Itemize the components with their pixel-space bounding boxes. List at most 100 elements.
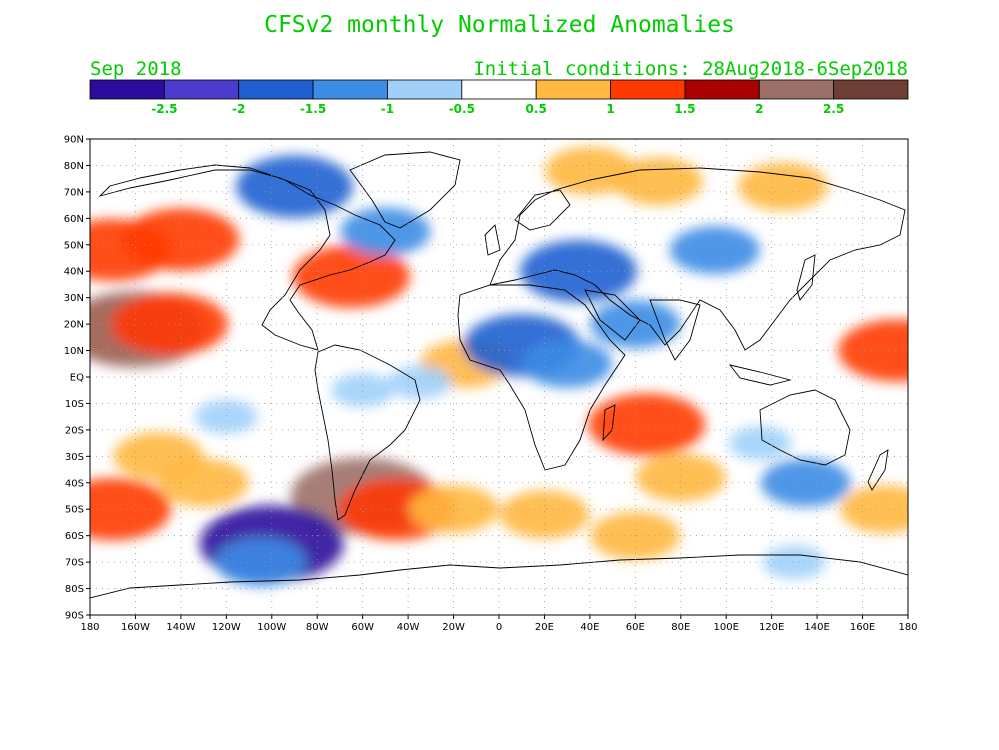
colorbar-swatch — [387, 79, 463, 100]
lon-tick-label: 140W — [166, 622, 195, 633]
anomaly-patch — [499, 490, 590, 539]
antarctica-coast — [90, 554, 908, 599]
anomaly-patch — [635, 453, 726, 502]
anomaly-patch — [728, 426, 792, 460]
colorbar-swatch — [535, 79, 611, 100]
anomaly-field — [90, 146, 908, 587]
anomaly-patch — [588, 393, 706, 456]
anomaly-patch — [840, 485, 908, 534]
lat-tick-label: 10S — [65, 399, 84, 410]
longitude-axis: 180 160W 140W 120W 100W 80W 60W 40W 20W 0 20E 40E 60… — [80, 615, 918, 633]
anomaly-patch — [292, 245, 410, 308]
british-isles-coast — [484, 224, 501, 256]
lat-tick-label: EQ — [70, 373, 84, 384]
colorbar-legend — [89, 79, 909, 100]
lon-tick-label: 100W — [257, 622, 286, 633]
arabia-coast — [584, 289, 641, 341]
south-america-coast — [314, 344, 421, 521]
latitude-axis: 90N 80N 70N 60N 50N 40N 30N 20N 10N EQ 10S 20S 30S 40… — [64, 135, 90, 622]
lat-tick-label: 50N — [64, 240, 84, 251]
anomaly-patch — [387, 365, 451, 400]
lon-tick-label: 100E — [714, 622, 739, 633]
colorbar-tick-label: 2.5 — [823, 102, 844, 116]
eurasia-coast — [489, 167, 906, 351]
africa-coast — [457, 284, 626, 471]
india-coast — [649, 299, 701, 361]
colorbar-tick-label: -2 — [232, 102, 245, 116]
forecast-month: Sep 2018 — [90, 58, 182, 80]
lon-tick-label: 40E — [580, 622, 599, 633]
anomaly-patch — [544, 146, 635, 195]
colorbar-tick-label: -0.5 — [449, 102, 475, 116]
lat-tick-label: 40N — [64, 267, 84, 278]
anomaly-patch — [215, 538, 306, 587]
lat-tick-label: 70S — [65, 558, 84, 569]
lon-tick-label: 120E — [759, 622, 784, 633]
anomaly-patch — [762, 545, 826, 579]
lon-tick-label: 180 — [80, 622, 99, 633]
lat-tick-label: 80N — [64, 161, 84, 172]
colorbar-tick-label: -1 — [381, 102, 394, 116]
lat-lon-grid — [90, 139, 908, 615]
anomaly-patch — [669, 226, 760, 275]
anomaly-patch — [158, 458, 249, 507]
lat-tick-label: 90S — [65, 611, 84, 622]
lat-tick-label: 40S — [65, 478, 84, 489]
map-title: CFSv2 monthly Normalized Anomalies — [264, 12, 735, 38]
lon-tick-label: 120W — [212, 622, 241, 633]
colorbar-swatch — [461, 79, 537, 100]
anomaly-patch — [194, 399, 258, 434]
anomaly-patch — [838, 319, 908, 382]
lon-tick-label: 60E — [626, 622, 645, 633]
anomaly-patch — [408, 485, 499, 534]
lat-tick-label: 20S — [65, 425, 84, 436]
lon-tick-label: 80W — [306, 622, 329, 633]
japan-coast — [796, 254, 816, 301]
lon-tick-label: 20W — [442, 622, 465, 633]
australia-coast — [759, 389, 851, 466]
colorbar-tick-label: 2 — [755, 102, 763, 116]
colorbar-swatch — [684, 79, 760, 100]
colorbar-tick-label: -1.5 — [300, 102, 326, 116]
greenland-coast — [349, 151, 461, 229]
colorbar-swatch — [163, 79, 240, 100]
lon-tick-label: 160E — [850, 622, 875, 633]
anomaly-patch — [522, 339, 613, 388]
lat-tick-label: 80S — [65, 584, 84, 595]
north-america-coast — [98, 164, 396, 351]
lat-tick-label: 30N — [64, 293, 84, 304]
anomaly-patch — [111, 292, 229, 356]
anomaly-patch — [760, 458, 851, 507]
anomaly-patch — [122, 208, 240, 271]
colorbar-tick-label: 0.5 — [526, 102, 547, 116]
lon-tick-label: 160W — [121, 622, 150, 633]
lat-tick-label: 60N — [64, 214, 84, 225]
colorbar-tick-label: -2.5 — [151, 102, 177, 116]
lat-tick-label: 30S — [65, 452, 84, 463]
lat-tick-label: 10N — [64, 346, 84, 357]
scandinavia-coast — [514, 189, 571, 231]
anomaly-patch — [520, 240, 638, 303]
lon-tick-label: 80E — [671, 622, 690, 633]
lon-tick-label: 20E — [535, 622, 554, 633]
colorbar-swatch — [833, 79, 909, 100]
lon-tick-label: 140E — [804, 622, 829, 633]
coastlines — [90, 151, 908, 599]
colorbar-swatch — [312, 79, 388, 100]
anomaly-patch — [331, 373, 395, 408]
initial-conditions-label: Initial conditions: 28Aug2018-6Sep2018 — [473, 58, 908, 80]
colorbar-swatch — [238, 79, 314, 100]
colorbar-tick-label: 1 — [606, 102, 614, 116]
anomaly-patch — [340, 207, 431, 256]
lat-tick-label: 50S — [65, 505, 84, 516]
lon-tick-label: 0 — [496, 622, 502, 633]
colorbar-swatch — [610, 79, 686, 100]
lat-tick-label: 60S — [65, 531, 84, 542]
lat-tick-label: 20N — [64, 320, 84, 331]
lon-tick-label: 180 — [898, 622, 917, 633]
colorbar-swatch — [758, 79, 835, 100]
colorbar-swatch — [89, 79, 165, 100]
anomaly-patch — [90, 478, 172, 541]
lon-tick-label: 60W — [351, 622, 374, 633]
